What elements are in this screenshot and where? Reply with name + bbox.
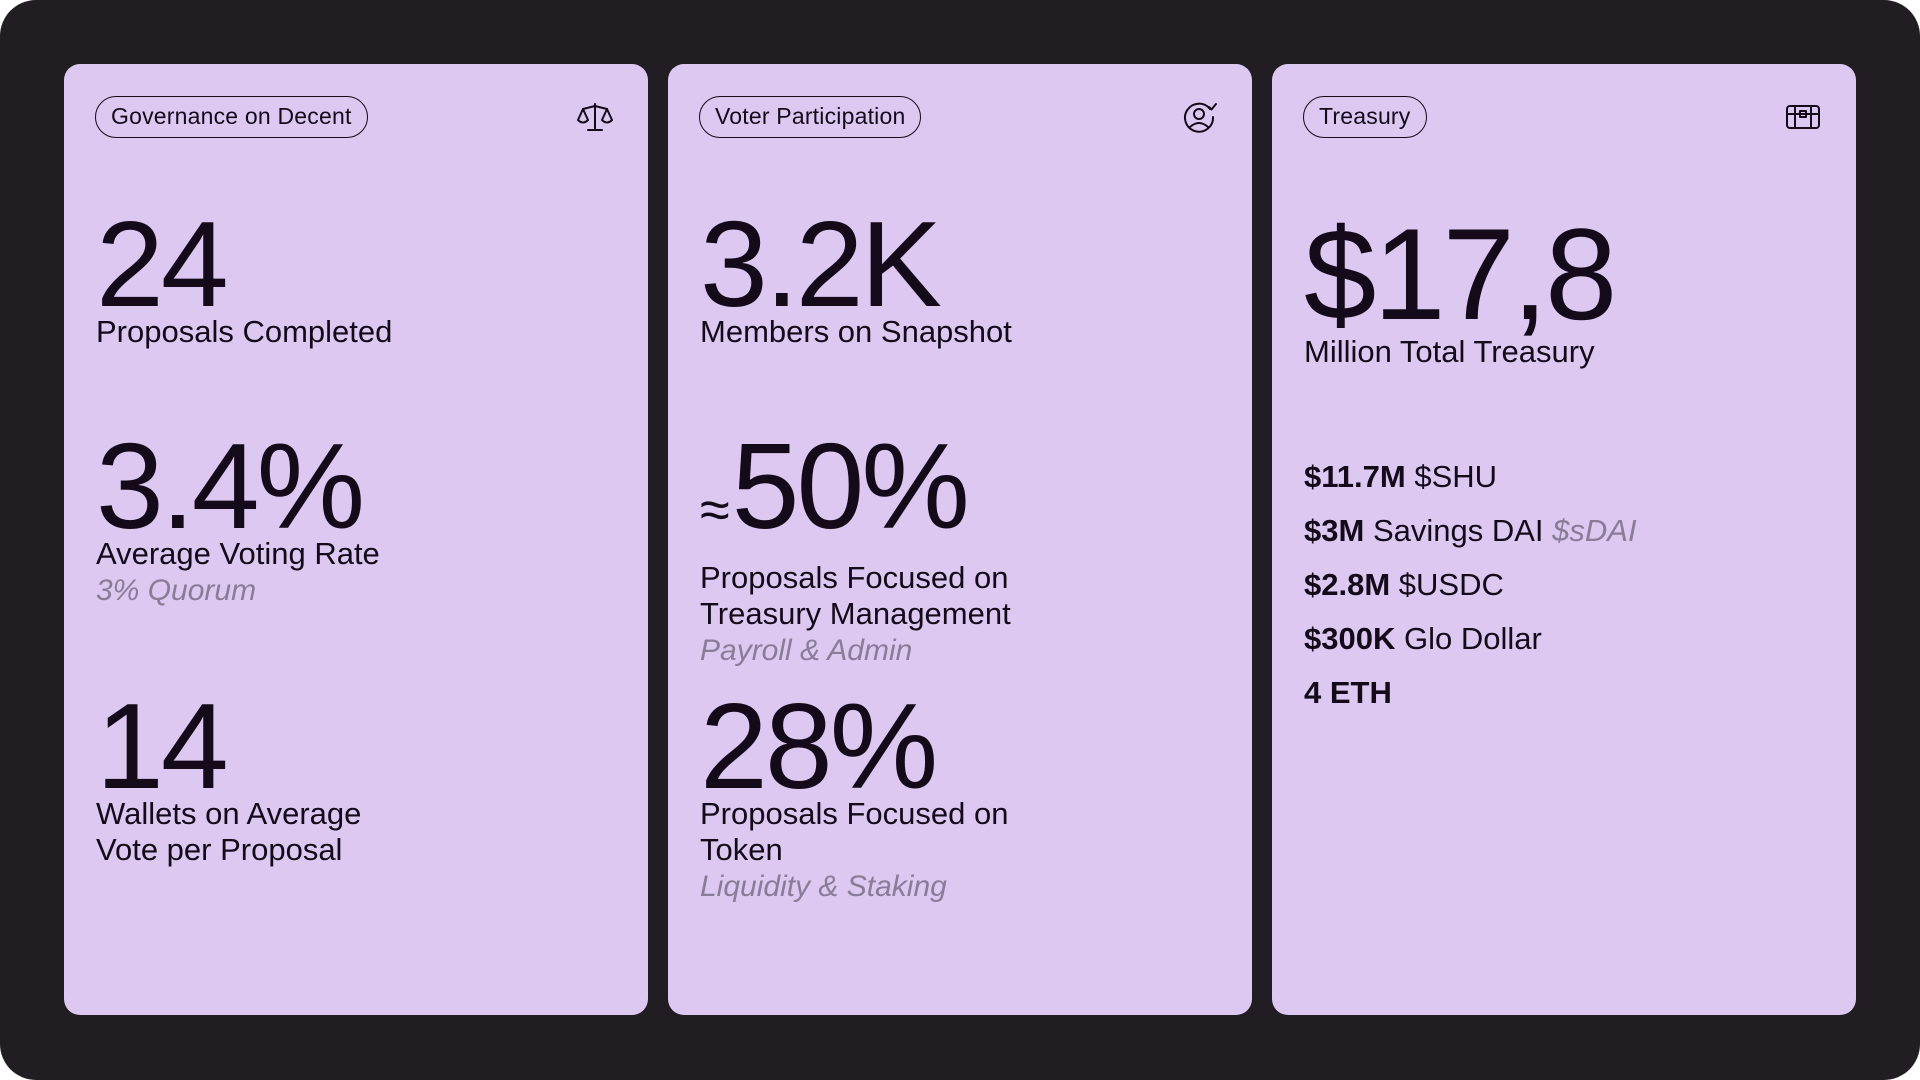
stat-value: 50% [731, 418, 970, 554]
stat-label-line1: Proposals Focused on [700, 560, 1009, 595]
members-snapshot-stat: 3.2K Members on Snapshot [700, 196, 1230, 350]
treasury-focus-stat: ≈50% Proposals Focused on Treasury Manag… [700, 425, 1230, 670]
stat-label-line2: Treasury Management [700, 596, 1011, 631]
stat-label-line1: Wallets on Average [96, 796, 362, 831]
holding-row: $2.8M $USDC [1304, 567, 1834, 621]
stat-label: Proposals Completed [96, 314, 393, 349]
treasure-chest-icon [1784, 100, 1822, 134]
stat-label-line2: Token [700, 832, 783, 867]
stat-value-row: ≈50% [700, 425, 1230, 560]
holding-row: $300K Glo Dollar [1304, 621, 1834, 675]
treasury-total-label: Million Total Treasury [1304, 334, 1595, 369]
stat-label-line2: Vote per Proposal [96, 832, 343, 867]
scales-icon [576, 100, 614, 134]
holding-amount: $11.7M [1304, 459, 1406, 494]
total-treasury-stat: $17,8 Million Total Treasury [1304, 201, 1834, 370]
holding-amount: 4 ETH [1304, 675, 1392, 710]
holding-amount: $2.8M [1304, 567, 1391, 602]
stat-sublabel: Liquidity & Staking [700, 870, 947, 903]
stat-value: 24 [96, 196, 229, 332]
stat-label: Members on Snapshot [700, 314, 1012, 349]
wallets-average-stat: 14 Wallets on Average Vote per Proposal [96, 678, 626, 868]
holding-name: Savings DAI [1372, 513, 1544, 548]
holding-row: $11.7M $SHU [1304, 459, 1834, 513]
holding-name: Glo Dollar [1403, 621, 1542, 656]
treasury-tag: Treasury [1303, 96, 1427, 138]
voting-rate-stat: 3.4% Average Voting Rate 3% Quorum [96, 418, 626, 610]
holding-symbol: $sDAI [1552, 513, 1637, 548]
stat-label: Average Voting Rate [96, 536, 380, 571]
holding-amount: $3M [1304, 513, 1365, 548]
user-check-icon [1180, 100, 1218, 134]
voter-participation-tag: Voter Participation [699, 96, 922, 138]
treasury-total-value: $17,8 [1304, 201, 1617, 347]
stat-sublabel: Payroll & Admin [700, 634, 913, 667]
stat-value: 14 [96, 678, 229, 814]
treasury-card: Treasury $17,8 Million Total Treasury $1… [1272, 64, 1856, 1015]
governance-card: Governance on Decent 24 Proposals Comple… [64, 64, 648, 1015]
holding-amount: $300K [1304, 621, 1396, 656]
stat-value: 28% [700, 678, 938, 814]
governance-tag: Governance on Decent [95, 96, 368, 138]
token-focus-stat: 28% Proposals Focused on Token Liquidity… [700, 678, 1230, 906]
proposals-completed-stat: 24 Proposals Completed [96, 196, 626, 350]
holding-row: $3M Savings DAI $sDAI [1304, 513, 1834, 567]
holding-name: $USDC [1398, 567, 1504, 602]
stat-value: 3.4% [96, 418, 365, 554]
voter-participation-card: Voter Participation 3.2K Members on Snap… [668, 64, 1252, 1015]
approx-symbol: ≈ [700, 480, 730, 540]
treasury-holdings-list: $11.7M $SHU $3M Savings DAI $sDAI $2.8M … [1304, 459, 1834, 729]
stat-value: 3.2K [700, 196, 942, 332]
stat-sublabel: 3% Quorum [96, 574, 257, 607]
holding-name: $SHU [1414, 459, 1498, 494]
stat-label-line1: Proposals Focused on [700, 796, 1009, 831]
holding-row: 4 ETH [1304, 675, 1834, 729]
